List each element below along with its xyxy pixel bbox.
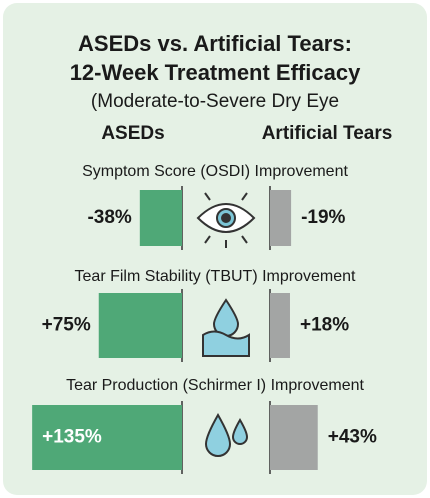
value-label: +18% xyxy=(300,315,349,336)
bar xyxy=(270,293,290,358)
legend-entry: Artificial Tears xyxy=(262,123,393,144)
drops-icon xyxy=(204,412,249,457)
category-label: Tear Production (Schirmer I) Improvement xyxy=(66,377,364,394)
bar xyxy=(139,190,182,246)
bar xyxy=(98,293,182,358)
value-label: -19% xyxy=(301,207,345,228)
eye-icon xyxy=(196,192,256,248)
chart-subtitle: 12-Week Treatment Efficacy xyxy=(70,60,361,85)
chart-title: ASEDs vs. Artificial Tears: xyxy=(78,31,352,56)
legend-entry: ASEDs xyxy=(101,123,164,144)
bar xyxy=(32,405,183,470)
bar xyxy=(270,405,318,470)
chart-note: (Moderate-to-Severe Dry Eye xyxy=(91,91,339,112)
value-label: +75% xyxy=(42,315,91,336)
value-label: +135% xyxy=(42,427,102,448)
bar xyxy=(270,190,292,246)
background xyxy=(3,3,427,495)
category-label: Tear Film Stability (TBUT) Improvement xyxy=(75,268,356,285)
category-label: Symptom Score (OSDI) Improvement xyxy=(82,163,348,180)
value-label: -38% xyxy=(87,207,131,228)
water-icon xyxy=(202,298,250,357)
value-label: +43% xyxy=(328,427,377,448)
